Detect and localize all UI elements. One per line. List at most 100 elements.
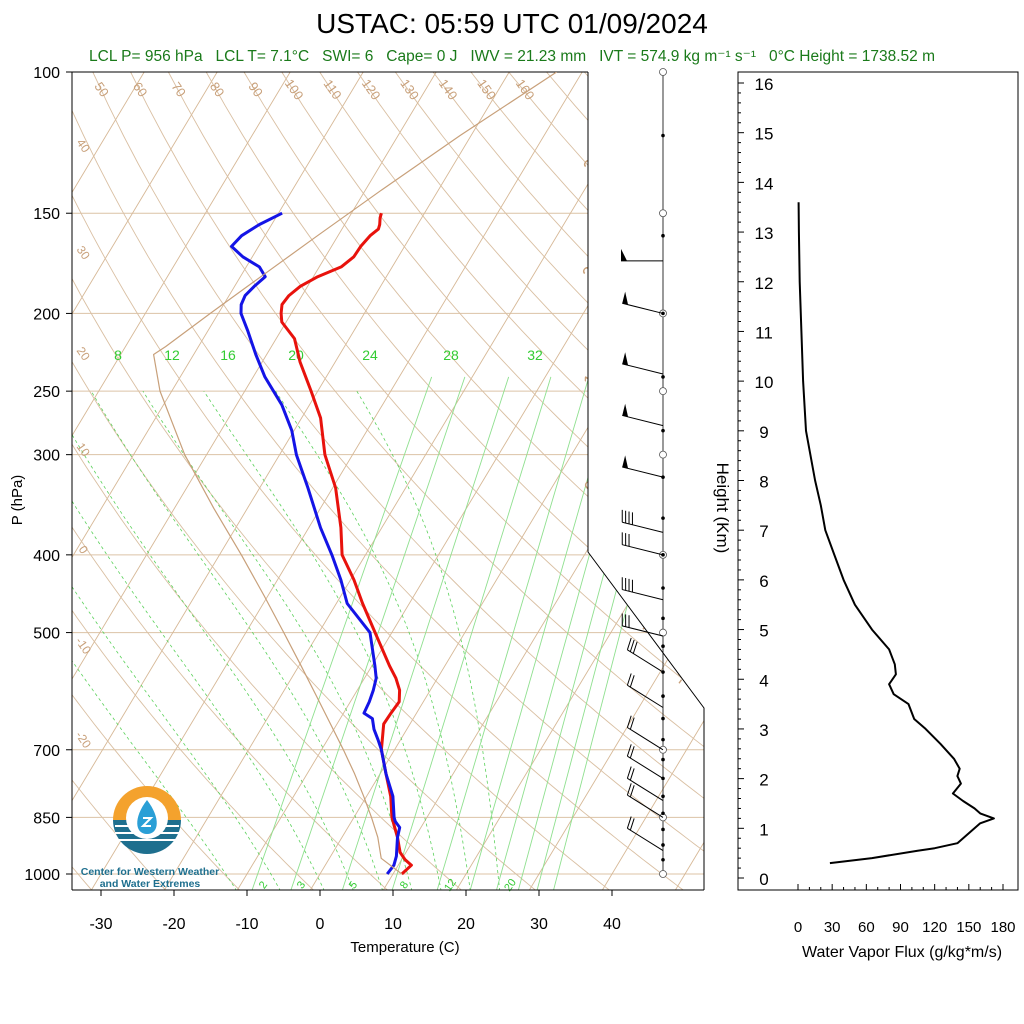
wind-barb [626, 816, 664, 852]
moist-adiabat [72, 586, 281, 890]
wind-barb [621, 613, 664, 637]
dry-adiabat [470, 72, 704, 327]
flux-y-tick-label: 14 [755, 174, 774, 193]
wind-barb-shaft [627, 755, 664, 779]
flux-y-tick-label: 9 [759, 423, 768, 442]
y-tick-label: 400 [33, 548, 60, 565]
mixing-ratio-label: 3 [295, 879, 308, 891]
wind-barb-shaft [622, 363, 664, 375]
moist-adiabat [356, 390, 500, 890]
x-tick-label: 0 [316, 916, 325, 933]
flux-y-tick-label: 5 [759, 622, 768, 641]
wind-barb [622, 291, 664, 314]
barb-level-dot [661, 586, 665, 590]
wind-barb-flag [622, 291, 629, 305]
wind-barb-shaft [622, 466, 664, 478]
wind-barb [626, 673, 664, 708]
barb-level-dot [661, 843, 665, 847]
moist-adiabat [203, 390, 442, 890]
flux-y-tick-label: 10 [755, 373, 774, 392]
lcl-temperature: LCL T= 7.1°C [215, 48, 310, 65]
flux-y-tick-label: 7 [759, 522, 768, 541]
flux-x-axis-label: Water Vapor Flux (g/kg*m/s) [802, 944, 1002, 961]
flux-y-tick-label: 15 [755, 125, 774, 144]
wind-barb-feather [629, 717, 635, 730]
dry-adiabat [72, 360, 536, 890]
wind-barb-feather [626, 637, 632, 650]
barb-level-dot [661, 616, 665, 621]
wind-barb-shaft [627, 827, 664, 852]
wind-barb-feather [626, 715, 632, 728]
grid-lines [72, 72, 1024, 891]
wind-barb-feather [629, 785, 635, 798]
plot-boundary [587, 72, 705, 890]
barb-level-dot [661, 811, 665, 816]
dry-adiabat-label: 40 [74, 136, 93, 155]
x-tick-label: 40 [603, 916, 621, 933]
flux-x-tick-label: 180 [990, 919, 1015, 936]
moist-adiabat [72, 433, 354, 890]
wind-barb [622, 403, 664, 427]
flux-line [797, 202, 995, 865]
mixing-ratio-label: 12 [164, 347, 180, 363]
dry-adiabat [72, 609, 315, 890]
swi-value: SWI= 6 [322, 48, 374, 65]
cape-value: Cape= 0 J [386, 48, 458, 65]
dry-adiabat [72, 443, 463, 890]
dry-adiabat-label: -20 [73, 729, 95, 752]
flux-y-tick-label: 6 [759, 572, 768, 591]
wind-barb [626, 715, 664, 751]
dry-adiabat-label: -10 [73, 635, 95, 658]
x-tick-label: -30 [89, 916, 112, 933]
wind-barb-feather [626, 744, 632, 757]
flux-x-tick-label: 60 [858, 919, 875, 936]
isotherm-line [748, 72, 1024, 891]
y-tick-label: 1000 [24, 867, 60, 884]
ivt-value: IVT = 574.9 kg m⁻¹ s⁻¹ [599, 48, 757, 65]
dry-adiabat-label: 30 [74, 243, 93, 262]
isotherm-label: 120 [359, 76, 384, 102]
wind-barb-feather [626, 816, 632, 829]
isotherm-label: 110 [321, 77, 345, 103]
flux-y-tick-label: 4 [759, 671, 768, 690]
y-tick-label: 850 [33, 810, 60, 827]
wind-barb [622, 455, 664, 478]
wind-barb-feather [629, 746, 635, 759]
barb-level-circle [659, 628, 667, 637]
isotherm-line [72, 72, 510, 802]
flux-y-tick-label: 0 [759, 870, 768, 889]
wind-barb-shaft [622, 544, 664, 556]
barb-level-dot [661, 794, 665, 799]
dry-adiabat [205, 72, 704, 648]
barb-level-circle [659, 209, 667, 218]
cw3e-logo [113, 786, 181, 854]
flux-y-tick-label: 1 [759, 820, 768, 839]
mixing-ratio-label: 8 [398, 879, 411, 891]
isotherm-label: 50 [91, 79, 112, 99]
wind-barb [622, 352, 664, 375]
barb-level-dot [661, 716, 665, 721]
flux-y-tick-label: 12 [755, 274, 774, 293]
mixing-ratio-line [341, 376, 510, 890]
flux-x-tick-label: 90 [892, 919, 909, 936]
wind-barb-shaft [627, 684, 664, 708]
profiles [153, 72, 557, 876]
y-tick-label: 700 [33, 743, 60, 760]
dry-adiabat [72, 277, 611, 890]
flux-x-tick-label: 150 [956, 919, 981, 936]
temperature-line [279, 212, 413, 876]
logo-line-2: and Water Extremes [99, 878, 201, 890]
barb-level-dot [661, 311, 665, 316]
wind-barb-shaft [627, 727, 664, 751]
dry-adiabat [72, 194, 684, 890]
isotherm-label: 70 [168, 79, 189, 99]
wind-barb-feather [629, 675, 635, 688]
wind-barb [621, 532, 664, 556]
iwv-value: IWV = 21.23 mm [470, 48, 587, 65]
mixing-ratio-label: 2 [257, 879, 270, 891]
dry-adiabat [168, 72, 704, 697]
isotherm-line [528, 598, 704, 890]
flux-y-tick-label: 16 [755, 75, 774, 94]
isotherm-line [72, 72, 291, 437]
